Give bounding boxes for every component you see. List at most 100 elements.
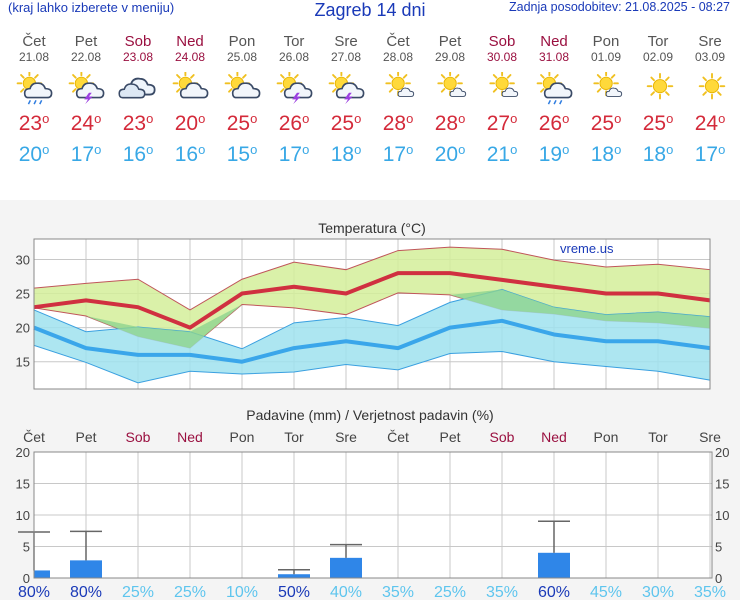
sun-disc bbox=[443, 76, 457, 90]
day-date: 22.08 bbox=[70, 50, 102, 64]
day-label: Sob bbox=[490, 429, 515, 445]
day-date: 03.09 bbox=[694, 50, 726, 64]
sun-ray bbox=[280, 74, 285, 79]
sun-ray bbox=[540, 88, 545, 93]
max-temperature-value: 24 bbox=[70, 112, 95, 135]
day-date: 21.08 bbox=[18, 50, 50, 64]
day-header: Čet 28.08 bbox=[372, 33, 424, 65]
sun-ray bbox=[86, 74, 91, 79]
sun-ray bbox=[440, 74, 446, 79]
rain-drop bbox=[27, 99, 32, 105]
sun-ray bbox=[717, 91, 722, 96]
lightning-bolt bbox=[84, 92, 93, 105]
sun-small-cloud-icon bbox=[437, 72, 467, 97]
rain-probability: 35% bbox=[694, 584, 726, 600]
degree-sign: o bbox=[458, 111, 466, 126]
degree-sign: o bbox=[42, 111, 50, 126]
cloud-outline bbox=[397, 87, 415, 97]
max-temperature: 25o bbox=[216, 111, 268, 136]
rain-probability: 60% bbox=[538, 584, 570, 600]
sun-small-cloud-icon bbox=[385, 72, 415, 97]
max-temperature-value: 24 bbox=[694, 112, 719, 135]
max-temperature: 25o bbox=[580, 111, 632, 136]
cloud-outline bbox=[605, 87, 623, 97]
day-name: Tor bbox=[283, 33, 305, 50]
day-name: Pet bbox=[438, 33, 462, 50]
sun-cloud-thunder-icon bbox=[68, 72, 105, 105]
y-tick-label: 30 bbox=[16, 252, 30, 267]
sun-ray bbox=[492, 74, 498, 79]
degree-sign: o bbox=[198, 111, 206, 126]
day-name: Sob bbox=[124, 33, 152, 50]
cloud-shape bbox=[449, 87, 467, 97]
temperature-chart: 15 20 25 30 Temperatura (°C) vreme.us bbox=[16, 220, 711, 390]
y-tick-label: 15 bbox=[16, 355, 30, 370]
min-temperature: 17o bbox=[60, 142, 112, 167]
chart-title: Padavine (mm) / Verjetnost padavin (%) bbox=[246, 407, 493, 423]
day-date: 30.08 bbox=[486, 50, 518, 64]
sun-ray bbox=[228, 88, 233, 93]
tmin-line bbox=[33, 318, 711, 364]
sun-ray bbox=[650, 76, 655, 82]
rain-bar bbox=[34, 570, 50, 578]
max-temperature-value: 26 bbox=[538, 112, 563, 135]
rain-probability: 10% bbox=[226, 584, 258, 600]
sun-ray bbox=[176, 74, 181, 79]
max-temperature: 24o bbox=[60, 111, 112, 136]
day-label: Čet bbox=[387, 429, 409, 445]
sun-ray bbox=[242, 74, 247, 79]
sun-ray bbox=[228, 74, 233, 79]
max-temperature: 25o bbox=[320, 111, 372, 136]
day-label: Sre bbox=[335, 429, 357, 445]
sun-ray bbox=[650, 91, 655, 96]
max-temperature-value: 20 bbox=[174, 112, 199, 135]
degree-sign: o bbox=[250, 111, 258, 126]
cloud-shape bbox=[397, 87, 415, 97]
day-date: 02.09 bbox=[642, 50, 674, 64]
day-name: Sre bbox=[698, 33, 722, 50]
day-name: Sob bbox=[488, 33, 516, 50]
day-header: Sre 03.09 bbox=[684, 33, 736, 65]
max-temperature-value: 23 bbox=[18, 112, 43, 135]
cloud-shape bbox=[179, 82, 209, 99]
rain-probability: 40% bbox=[330, 584, 362, 600]
day-date: 28.08 bbox=[382, 50, 414, 64]
sun-ray bbox=[402, 74, 408, 79]
day-name: Čet bbox=[386, 33, 410, 50]
degree-sign: o bbox=[42, 142, 50, 157]
min-temperature: 17o bbox=[372, 142, 424, 167]
min-temperature-value: 19 bbox=[538, 143, 563, 166]
y-tick-label-right: 20 bbox=[715, 445, 729, 460]
sun-ray bbox=[665, 76, 670, 82]
sun-ray bbox=[332, 74, 337, 79]
max-temperature-value: 25 bbox=[226, 112, 251, 135]
day-header: Ned 31.08 bbox=[528, 34, 580, 65]
tmax-line bbox=[33, 271, 711, 330]
day-header: Pon 01.09 bbox=[580, 34, 632, 65]
cloud-shape bbox=[231, 82, 261, 99]
sun-ray bbox=[20, 88, 25, 93]
day-label: Pon bbox=[230, 429, 255, 445]
day-label: Pon bbox=[594, 429, 619, 445]
degree-sign: o bbox=[614, 142, 622, 157]
min-temperature: 17o bbox=[684, 142, 736, 167]
sun-small-cloud-icon bbox=[593, 72, 623, 97]
sun-ray bbox=[540, 74, 545, 79]
day-header: Tor 02.09 bbox=[632, 33, 684, 65]
cloud-shape bbox=[283, 82, 313, 99]
degree-sign: o bbox=[198, 142, 206, 157]
day-name: Tor bbox=[647, 33, 669, 50]
chart-title: Temperatura (°C) bbox=[318, 220, 426, 236]
sun-ray bbox=[176, 88, 181, 93]
day-date: 24.08 bbox=[174, 50, 206, 64]
max-temperature: 26o bbox=[528, 111, 580, 136]
sun-ray bbox=[596, 88, 602, 93]
sun-cloud-icon bbox=[172, 72, 209, 99]
day-label: Tor bbox=[648, 429, 668, 445]
plot-frame bbox=[33, 238, 711, 390]
sun-ray bbox=[34, 74, 39, 79]
sun-small-cloud-icon bbox=[489, 72, 519, 97]
sun-ray bbox=[388, 74, 394, 79]
sun-ray bbox=[717, 76, 722, 82]
degree-sign: o bbox=[354, 142, 362, 157]
